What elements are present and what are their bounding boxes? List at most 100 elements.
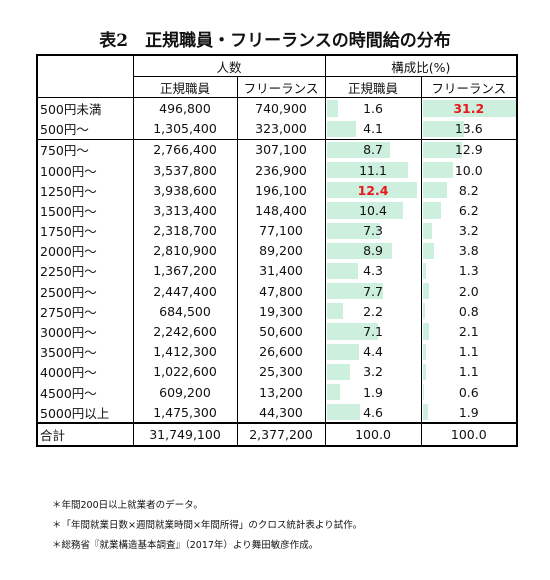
ratio-bar bbox=[326, 343, 359, 360]
table-row: 1500円～ 3,313,400 148,400 10.4 6.2 bbox=[36, 200, 518, 221]
row-label: 4000円～ bbox=[36, 361, 134, 382]
regular-ratio-cell: 100.0 bbox=[324, 422, 422, 446]
ratio-value: 4.1 bbox=[363, 121, 383, 137]
table-title: 表2 正規職員・フリーランスの時間給の分布 bbox=[99, 31, 451, 51]
regular-count: 1,367,200 bbox=[132, 260, 238, 282]
row-label: 合計 bbox=[36, 422, 134, 446]
ratio-bar bbox=[422, 262, 427, 280]
regular-count: 2,447,400 bbox=[132, 281, 238, 302]
row-label: 750円～ bbox=[36, 139, 134, 160]
regular-ratio-cell: 1.6 bbox=[324, 97, 422, 119]
ratio-value: 1.9 bbox=[458, 404, 479, 420]
regular-ratio-cell: 7.3 bbox=[324, 220, 422, 241]
ratio-bar bbox=[422, 303, 425, 320]
ratio-value: 1.1 bbox=[458, 344, 479, 360]
ratio-bar bbox=[326, 283, 383, 300]
ratio-value: 3.2 bbox=[458, 223, 479, 239]
ratio-bar bbox=[326, 141, 391, 158]
freelance-ratio-cell: 3.2 bbox=[420, 220, 518, 241]
freelance-count: 148,400 bbox=[236, 200, 326, 221]
table-row: 2750円～ 684,500 19,300 2.2 0.8 bbox=[36, 301, 518, 322]
row-label: 2250円～ bbox=[36, 260, 134, 282]
table-row: 2500円～ 2,447,400 47,800 7.7 2.0 bbox=[36, 281, 518, 302]
regular-ratio-cell: 2.2 bbox=[324, 301, 422, 322]
ratio-bar bbox=[422, 100, 517, 117]
ratio-value: 4.6 bbox=[363, 404, 383, 420]
row-label: 3500円～ bbox=[36, 341, 134, 362]
regular-ratio-cell: 10.4 bbox=[324, 200, 422, 221]
ratio-value: 2.1 bbox=[458, 324, 479, 340]
ratio-bar bbox=[422, 384, 425, 401]
ratio-bar bbox=[326, 120, 357, 137]
ratio-bar bbox=[422, 161, 453, 179]
regular-ratio-cell: 1.9 bbox=[324, 382, 422, 403]
regular-count: 2,766,400 bbox=[132, 139, 238, 160]
freelance-ratio-cell: 1.3 bbox=[420, 260, 518, 282]
row-label: 1750円～ bbox=[36, 220, 134, 241]
freelance-count: 323,000 bbox=[236, 118, 326, 140]
table-row: 500円未満 496,800 740,900 1.6 31.2 bbox=[36, 97, 518, 119]
regular-ratio-cell: 12.4 bbox=[324, 180, 422, 201]
freelance-count: 77,100 bbox=[236, 220, 326, 241]
footnote: ＊「年間就業日数×週間就業時間×年間所得」のクロス統計表より試作。 bbox=[52, 520, 363, 531]
ratio-value: 7.7 bbox=[363, 283, 383, 299]
ratio-value: 10.4 bbox=[359, 202, 387, 218]
ratio-bar bbox=[422, 283, 429, 300]
ratio-value: 3.2 bbox=[363, 364, 383, 380]
ratio-bar bbox=[422, 343, 426, 360]
footnote: ＊年間200日以上就業者のデータ。 bbox=[52, 500, 203, 511]
table-row: 1250円～ 3,938,600 196,100 12.4 8.2 bbox=[36, 180, 518, 201]
ratio-value: 0.6 bbox=[458, 384, 479, 400]
freelance-ratio-cell: 100.0 bbox=[420, 422, 518, 446]
freelance-ratio-cell: 31.2 bbox=[420, 97, 518, 119]
ratio-bar bbox=[326, 222, 380, 239]
regular-ratio-cell: 11.1 bbox=[324, 159, 422, 181]
ratio-bar bbox=[326, 161, 408, 179]
regular-count: 1,305,400 bbox=[132, 118, 238, 140]
footnote: ＊総務省『就業構造基本調査』（2017年）より舞田敏彦作成。 bbox=[52, 540, 319, 551]
row-label: 500円～ bbox=[36, 118, 134, 140]
freelance-count: 50,600 bbox=[236, 321, 326, 342]
freelance-ratio-cell: 6.2 bbox=[420, 200, 518, 221]
table-row: 1000円～ 3,537,800 236,900 11.1 10.0 bbox=[36, 159, 518, 181]
header-ratio: 構成比(%) bbox=[324, 55, 518, 78]
ratio-bar bbox=[422, 202, 442, 219]
ratio-bar bbox=[422, 182, 448, 199]
freelance-count: 89,200 bbox=[236, 240, 326, 261]
ratio-bar bbox=[326, 100, 339, 117]
freelance-ratio-cell: 1.1 bbox=[420, 341, 518, 362]
row-label: 2000円～ bbox=[36, 240, 134, 261]
ratio-bar bbox=[326, 303, 343, 320]
table-row: 750円～ 2,766,400 307,100 8.7 12.9 bbox=[36, 139, 518, 160]
header-people: 人数 bbox=[132, 55, 326, 78]
regular-ratio-cell: 4.4 bbox=[324, 341, 422, 362]
freelance-count: 307,100 bbox=[236, 139, 326, 160]
ratio-value: 3.8 bbox=[458, 243, 479, 259]
ratio-value: 2.2 bbox=[363, 303, 383, 319]
regular-count: 3,537,800 bbox=[132, 159, 238, 181]
ratio-value: 0.8 bbox=[458, 303, 479, 319]
table-row: 3000円～ 2,242,600 50,600 7.1 2.1 bbox=[36, 321, 518, 342]
ratio-value: 7.3 bbox=[363, 223, 383, 239]
ratio-bar bbox=[422, 141, 462, 158]
ratio-bar bbox=[422, 363, 426, 380]
total-row: 合計 31,749,100 2,377,200 100.0 100.0 bbox=[36, 422, 518, 446]
ratio-value: 12.4 bbox=[357, 182, 389, 198]
ratio-value: 31.2 bbox=[453, 100, 485, 116]
row-label: 2750円～ bbox=[36, 301, 134, 322]
ratio-value: 1.3 bbox=[458, 263, 479, 279]
freelance-ratio-cell: 8.2 bbox=[420, 180, 518, 201]
regular-ratio-cell: 4.3 bbox=[324, 260, 422, 282]
header-row-group: 人数 構成比(%) bbox=[36, 55, 518, 78]
footnotes: ＊年間200日以上就業者のデータ。 ＊「年間就業日数×週間就業時間×年間所得」の… bbox=[52, 496, 362, 556]
header-ratio-freelance: フリーランス bbox=[420, 76, 518, 99]
table-row: 4500円～ 609,200 13,200 1.9 0.6 bbox=[36, 382, 518, 403]
ratio-bar bbox=[422, 222, 433, 239]
ratio-value: 1.6 bbox=[363, 100, 383, 116]
regular-ratio-cell: 7.1 bbox=[324, 321, 422, 342]
ratio-value: 8.7 bbox=[363, 142, 383, 158]
ratio-bar bbox=[326, 202, 403, 219]
freelance-count: 25,300 bbox=[236, 361, 326, 382]
row-label: 5000円以上 bbox=[36, 402, 134, 424]
freelance-ratio-cell: 0.8 bbox=[420, 301, 518, 322]
